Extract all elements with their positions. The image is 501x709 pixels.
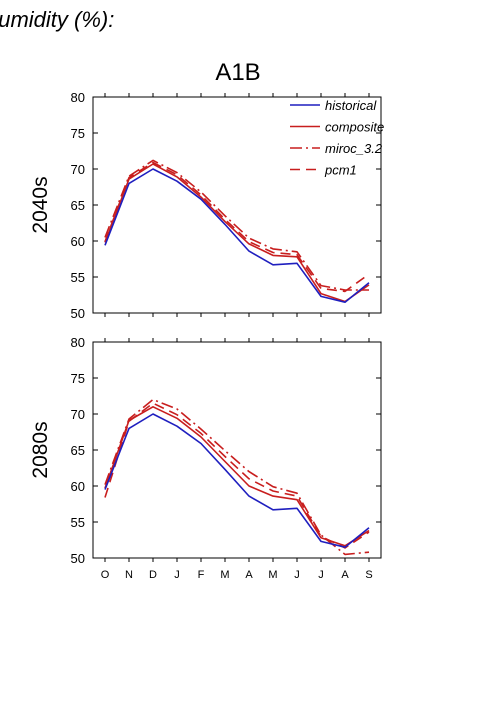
legend: historical composite miroc_3.2 pcm1 [290, 98, 384, 178]
y-tick-label: 55 [71, 270, 85, 285]
legend-label: composite [325, 120, 384, 135]
y-tick-label: 50 [71, 306, 85, 321]
series-line-historical [104, 413, 370, 549]
x-tick-label: A [341, 569, 349, 581]
series-line-composite [104, 163, 370, 303]
y-tick-label: 65 [71, 443, 85, 458]
y-tick-label: 75 [71, 126, 85, 141]
y-tick-label: 50 [71, 551, 85, 566]
x-tick-label: J [318, 569, 324, 581]
x-tick-label: S [365, 569, 372, 581]
series-line-composite [104, 405, 370, 547]
x-tick-label: J [174, 569, 180, 581]
x-tick-label: A [245, 569, 253, 581]
legend-label: miroc_3.2 [325, 141, 383, 156]
series-line-pcm1 [104, 402, 370, 549]
row-label: 2080s [29, 421, 52, 478]
panels: 50 55 60 65 70 75 80 2040s historical composite mi… [29, 90, 384, 581]
x-tick-label: M [268, 569, 277, 581]
y-tick-label: 75 [71, 371, 85, 386]
x-tick-label: N [125, 569, 133, 581]
y-tick-label: 55 [71, 515, 85, 530]
y-tick-label: 60 [71, 479, 85, 494]
series-line-historical [104, 168, 370, 304]
series-line-miroc_3.2 [104, 398, 370, 556]
panel-2040s: 50 55 60 65 70 75 80 2040s historical composite mi… [29, 90, 384, 321]
row-label: 2040s [29, 176, 52, 233]
figure-heading: humidity (%): [0, 7, 114, 32]
y-tick-label: 70 [71, 162, 85, 177]
x-tick-label: F [198, 569, 205, 581]
x-tick-label: J [294, 569, 300, 581]
y-tick-label: 80 [71, 90, 85, 105]
x-tick-label: O [101, 569, 110, 581]
x-tick-label: D [149, 569, 157, 581]
series-line-miroc_3.2 [104, 159, 369, 291]
legend-label: historical [325, 98, 377, 113]
scenario-title: A1B [215, 59, 260, 86]
plot-frame [92, 341, 382, 559]
panel-2080s: 50 55 60 65 70 75 80 O N D J F M A M J J A S 2080s [29, 335, 382, 581]
y-tick-label: 65 [71, 198, 85, 213]
y-tick-label: 60 [71, 234, 85, 249]
x-tick-label: M [220, 569, 229, 581]
legend-label: pcm1 [324, 163, 357, 178]
y-tick-label: 70 [71, 407, 85, 422]
y-tick-label: 80 [71, 335, 85, 350]
